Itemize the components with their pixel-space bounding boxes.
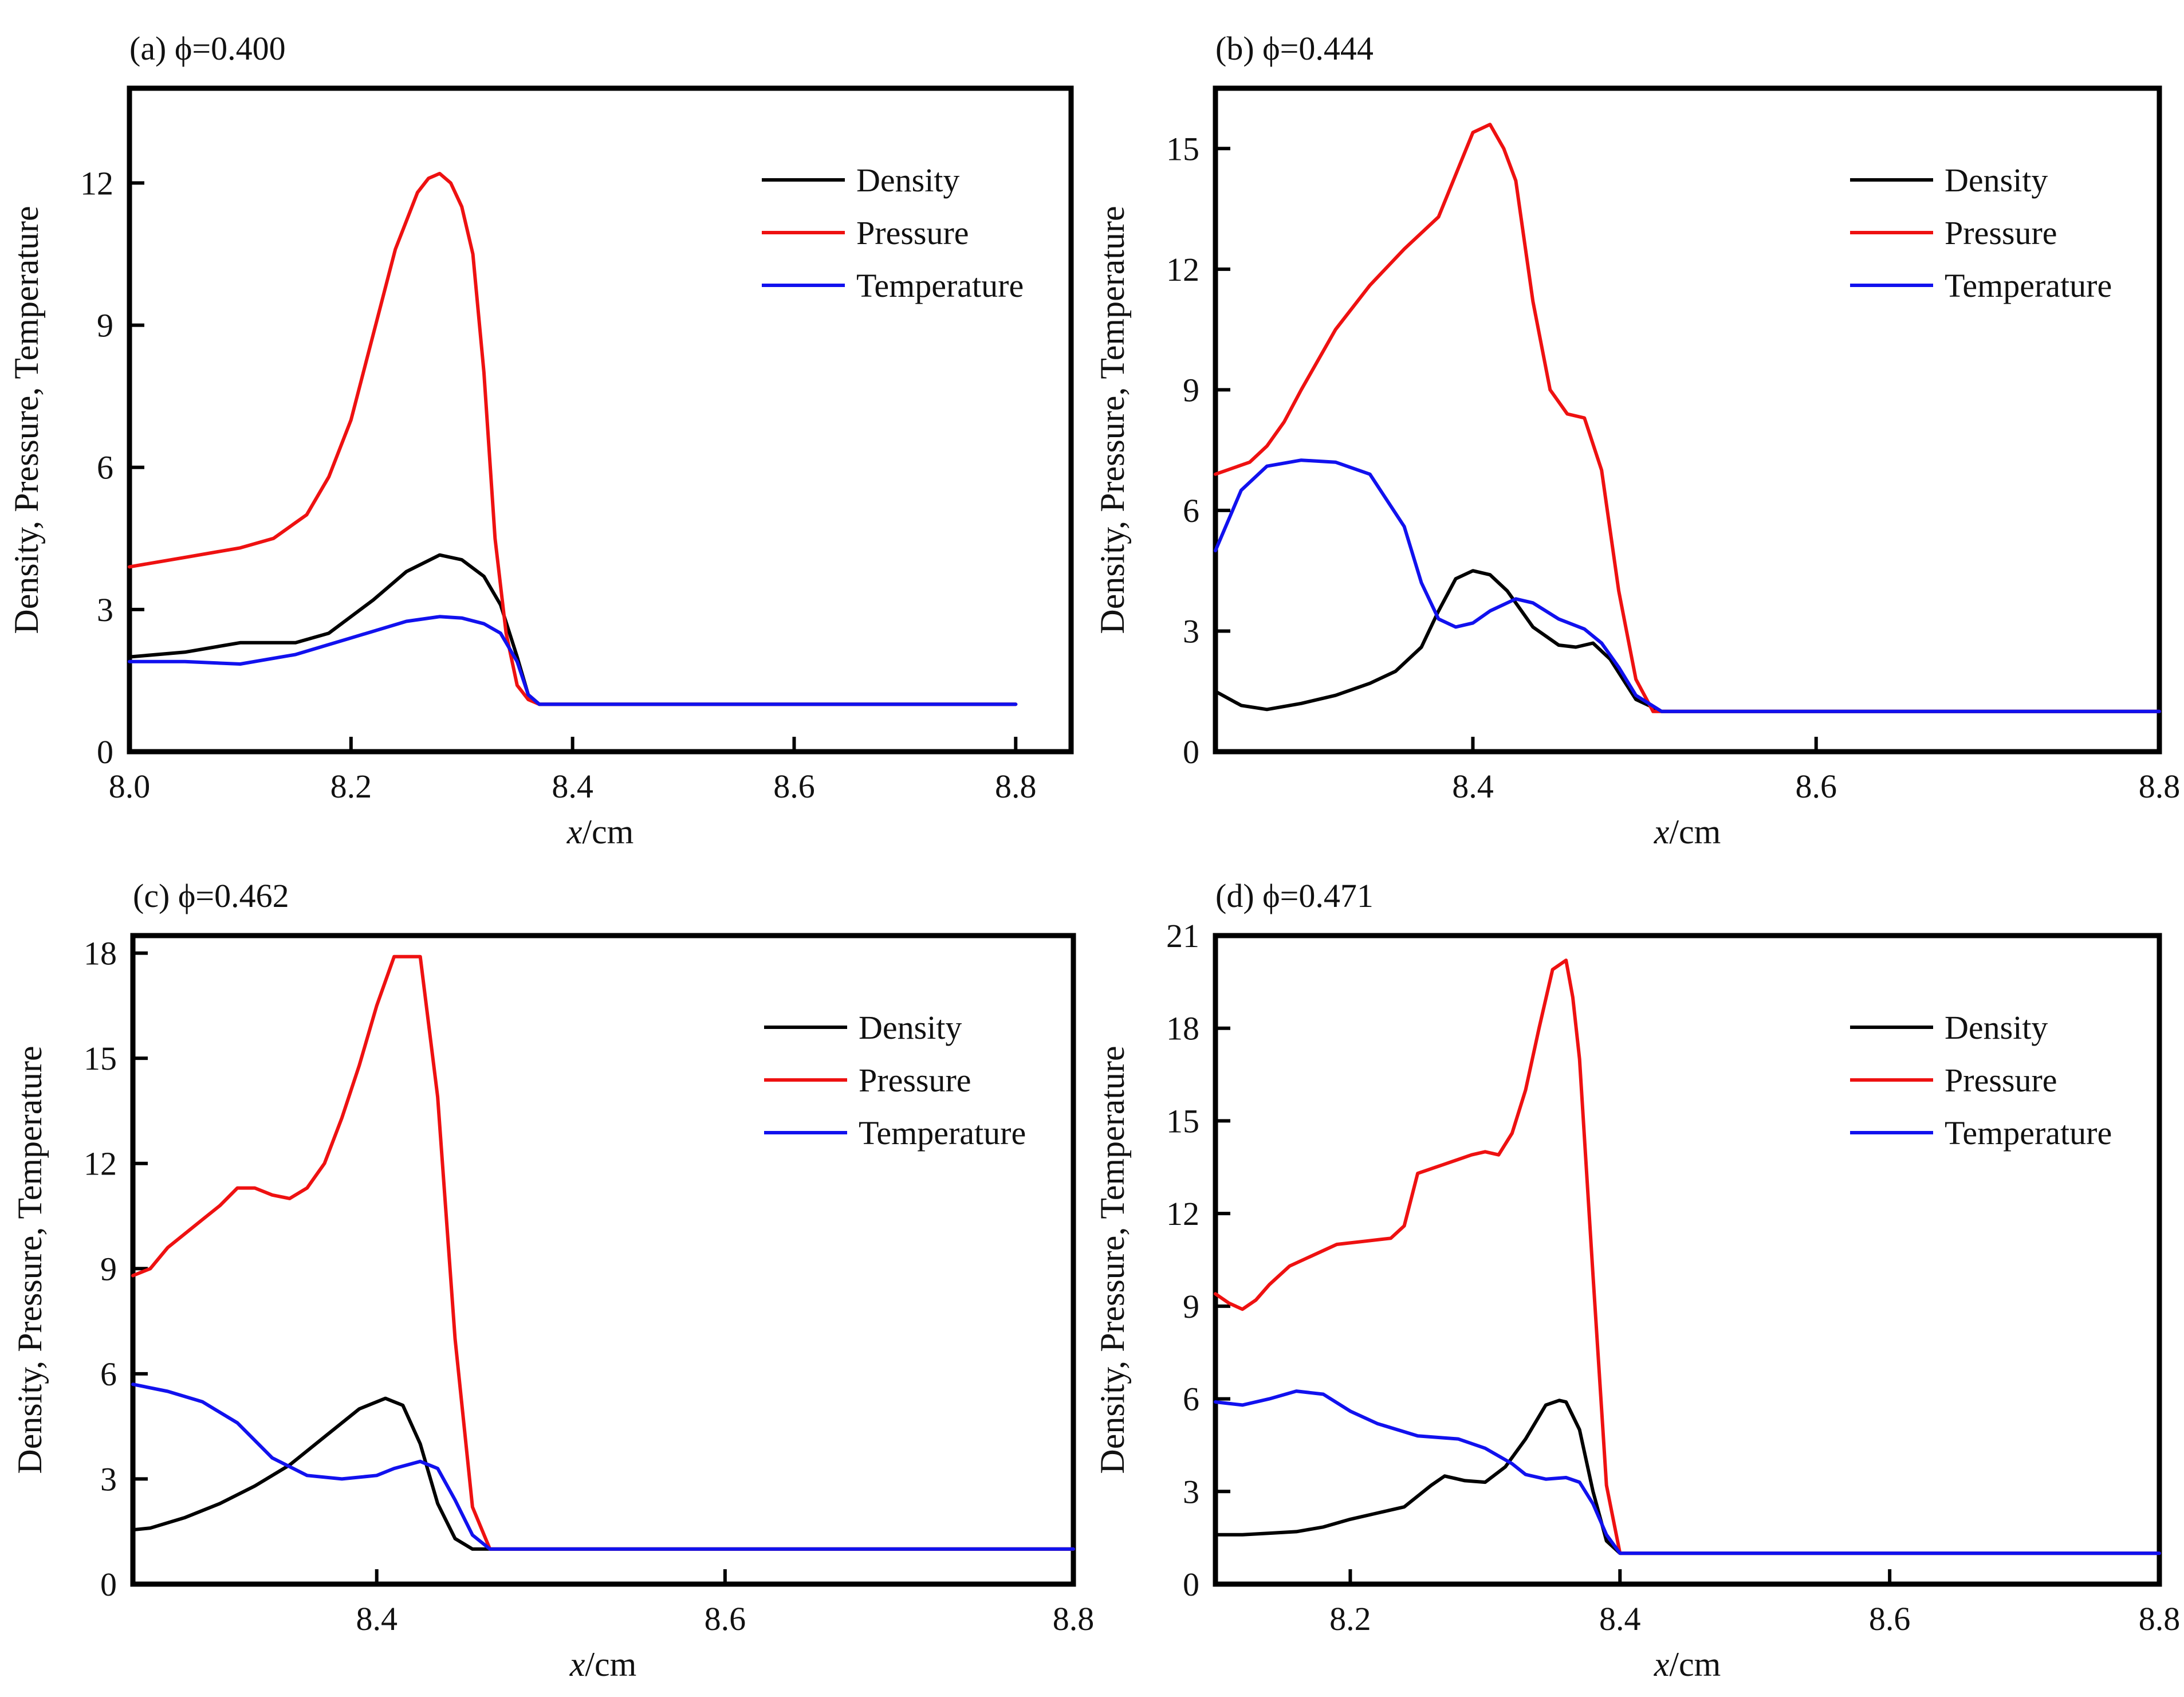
- series-line-pressure: [1214, 123, 2161, 713]
- legend-label: Temperature: [1945, 267, 2112, 304]
- legend-label: Pressure: [1945, 214, 2057, 252]
- x-axis-label: x/cm: [566, 813, 634, 851]
- y-tick-label: 3: [100, 1460, 117, 1498]
- series-line-pressure: [128, 171, 1018, 706]
- legend-item-density: Density: [1850, 162, 2048, 199]
- chart-panel-2: 8.4 8.6 8.8 0 3 6 9 12 15 (b) ϕ=0.444 x/cm Density,…: [1093, 30, 2180, 851]
- y-tick-label: 21: [1166, 917, 1199, 954]
- y-tick-label: 6: [97, 449, 113, 486]
- x-axis-label: x/cm: [569, 1645, 637, 1683]
- x-tick-label: 8.6: [1795, 768, 1837, 805]
- panel-title: (d) ϕ=0.471: [1215, 877, 1374, 914]
- x-tick-label: 8.2: [1329, 1600, 1371, 1637]
- legend-label: Pressure: [1945, 1062, 2057, 1099]
- plot-frame: [1213, 933, 2162, 1587]
- chart-panel-1: 8.0 8.2 8.4 8.6 8.8 0 3 6 9 12 (a) ϕ=0.400 x/cm Dens…: [7, 30, 1074, 851]
- x-axis-label: x/cm: [1654, 813, 1721, 851]
- series-line-pressure: [131, 954, 1075, 1551]
- y-tick-label: 3: [1183, 612, 1199, 650]
- y-axis-label: Density, Pressure, Temperature: [11, 1046, 49, 1474]
- series-line-temperature: [1214, 458, 2161, 713]
- series-line-density: [1214, 569, 2161, 713]
- panel-title: (a) ϕ=0.400: [129, 30, 286, 67]
- legend-item-density: Density: [762, 162, 959, 199]
- y-axis-label: Density, Pressure, Temperature: [7, 206, 45, 634]
- legend-label: Pressure: [856, 214, 969, 252]
- y-axis-label: Density, Pressure, Temperature: [1093, 1046, 1131, 1474]
- y-tick-label: 0: [100, 1566, 117, 1603]
- legend-label: Temperature: [859, 1114, 1026, 1152]
- y-tick-label: 6: [1183, 1381, 1199, 1418]
- x-tick-label: 8.8: [995, 768, 1037, 805]
- series-line-temperature: [1214, 1389, 2161, 1555]
- x-tick-label: 8.2: [330, 768, 372, 805]
- legend-item-temperature: Temperature: [1850, 267, 2112, 304]
- series-line-density: [131, 1396, 1075, 1551]
- legend-label: Density: [1945, 162, 2048, 199]
- y-tick-label: 6: [100, 1356, 117, 1393]
- x-tick-label: 8.4: [1599, 1600, 1641, 1637]
- x-axis-label: x/cm: [1654, 1645, 1721, 1683]
- x-tick-label: 8.6: [705, 1600, 746, 1637]
- y-tick-label: 0: [1183, 733, 1199, 771]
- legend-item-pressure: Pressure: [764, 1062, 971, 1099]
- y-axis-label: Density, Pressure, Temperature: [1093, 206, 1131, 634]
- y-tick-label: 9: [1183, 1288, 1199, 1325]
- legend-item-temperature: Temperature: [762, 267, 1024, 304]
- y-tick-label: 12: [80, 164, 113, 202]
- y-tick-label: 9: [100, 1250, 117, 1287]
- legend-item-temperature: Temperature: [764, 1114, 1026, 1152]
- chart-panel-3: 8.4 8.6 8.8 0 3 6 9 12 15 18 (c) ϕ=0.462 x/cm Densit…: [11, 877, 1094, 1683]
- plot-frame: [127, 85, 1074, 755]
- panel-title: (c) ϕ=0.462: [133, 877, 289, 914]
- series-line-pressure: [1214, 959, 2161, 1555]
- y-tick-label: 18: [1166, 1010, 1199, 1047]
- y-tick-label: 12: [84, 1145, 117, 1183]
- y-tick-label: 18: [84, 935, 117, 972]
- legend-label: Density: [859, 1009, 962, 1046]
- legend-label: Temperature: [856, 267, 1024, 304]
- series-line-density: [128, 553, 1018, 706]
- x-tick-label: 8.4: [356, 1600, 398, 1637]
- y-tick-label: 9: [1183, 371, 1199, 408]
- x-tick-label: 8.6: [773, 768, 815, 805]
- legend-item-temperature: Temperature: [1850, 1114, 2112, 1152]
- x-tick-label: 8.6: [1869, 1600, 1911, 1637]
- y-tick-label: 12: [1166, 251, 1199, 288]
- series-line-density: [1214, 1399, 2161, 1555]
- series-line-temperature: [128, 615, 1018, 706]
- legend-item-pressure: Pressure: [1850, 1062, 2057, 1099]
- legend-item-pressure: Pressure: [762, 214, 969, 252]
- legend-label: Density: [1945, 1009, 2048, 1046]
- legend-label: Pressure: [859, 1062, 971, 1099]
- x-tick-label: 8.8: [2139, 768, 2181, 805]
- legend-item-density: Density: [1850, 1009, 2048, 1046]
- plot-frame: [1213, 85, 2162, 755]
- x-tick-label: 8.8: [1053, 1600, 1095, 1637]
- y-tick-label: 0: [97, 733, 113, 771]
- y-tick-label: 0: [1183, 1566, 1199, 1603]
- plot-frame: [130, 933, 1076, 1587]
- legend-label: Temperature: [1945, 1114, 2112, 1152]
- legend-item-pressure: Pressure: [1850, 214, 2057, 252]
- y-tick-label: 15: [1166, 130, 1199, 167]
- y-tick-label: 9: [97, 307, 113, 344]
- y-tick-label: 15: [84, 1040, 117, 1077]
- legend-item-density: Density: [764, 1009, 962, 1046]
- y-tick-label: 3: [97, 591, 113, 628]
- x-tick-label: 8.4: [552, 768, 593, 805]
- x-tick-label: 8.0: [109, 768, 151, 805]
- x-tick-label: 8.4: [1452, 768, 1494, 805]
- legend-label: Density: [856, 162, 959, 199]
- chart-panel-4: 8.2 8.4 8.6 8.8 0 3 6 9 12 15 18 21 (d) ϕ=0.471 x/cm D…: [1093, 877, 2180, 1683]
- y-tick-label: 3: [1183, 1473, 1199, 1510]
- y-tick-label: 12: [1166, 1195, 1199, 1232]
- x-tick-label: 8.8: [2139, 1600, 2181, 1637]
- y-tick-label: 15: [1166, 1102, 1199, 1140]
- series-line-temperature: [131, 1382, 1075, 1551]
- panel-title: (b) ϕ=0.444: [1215, 30, 1374, 67]
- y-tick-label: 6: [1183, 492, 1199, 529]
